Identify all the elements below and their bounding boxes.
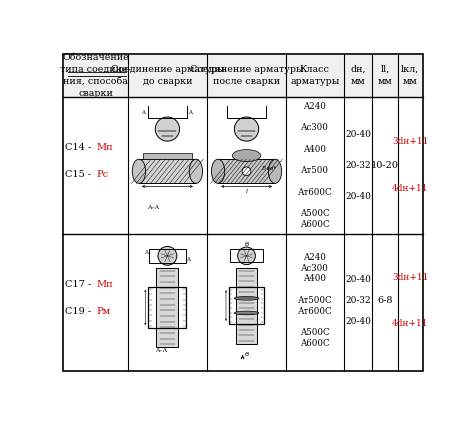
- Text: C17 -: C17 -: [65, 280, 95, 289]
- Bar: [156, 268, 179, 347]
- Text: в: в: [245, 240, 248, 248]
- Ellipse shape: [211, 159, 225, 183]
- Text: A–A: A–A: [147, 205, 159, 210]
- Text: Класс
арматуры: Класс арматуры: [290, 65, 339, 86]
- Text: A: A: [144, 250, 148, 255]
- Text: Мп: Мп: [96, 280, 113, 289]
- Ellipse shape: [268, 159, 282, 183]
- Text: A: A: [141, 110, 146, 115]
- Bar: [143, 153, 191, 159]
- Bar: [218, 159, 275, 183]
- Ellipse shape: [189, 159, 202, 183]
- Text: lкл,
мм: lкл, мм: [401, 65, 419, 86]
- Circle shape: [155, 117, 180, 141]
- Text: Мп: Мп: [96, 143, 113, 152]
- Text: 4dн+11: 4dн+11: [392, 319, 428, 328]
- Text: A240
Ас300
A400

Ат500С
Ат600С

A500С
A600С: A240 Ас300 A400 Ат500С Ат600С A500С A600…: [298, 253, 332, 348]
- Text: Рс: Рс: [96, 171, 109, 179]
- Text: 3dн+11: 3dн+11: [392, 273, 428, 282]
- Bar: [229, 288, 264, 324]
- Text: 3dн+11: 3dн+11: [392, 137, 428, 147]
- Text: l: l: [246, 189, 247, 194]
- Bar: [230, 249, 263, 262]
- Circle shape: [234, 117, 259, 141]
- Circle shape: [242, 167, 251, 176]
- Bar: [148, 287, 186, 328]
- Ellipse shape: [234, 296, 259, 300]
- Text: 10-20: 10-20: [371, 161, 399, 170]
- Bar: [236, 268, 257, 344]
- Text: C19 -: C19 -: [65, 306, 95, 316]
- Ellipse shape: [132, 159, 146, 183]
- Text: 4dн+11: 4dн+11: [392, 184, 428, 193]
- Text: Соединение арматуры
до сварки: Соединение арматуры до сварки: [110, 65, 224, 86]
- Text: 6-8: 6-8: [377, 296, 393, 305]
- Text: Соединение арматуры
после сварки: Соединение арматуры после сварки: [190, 65, 303, 86]
- Text: A240

Ас300

A400

Ат500

Ат600С

A500С
A600С: A240 Ас300 A400 Ат500 Ат600С A500С A600С: [298, 101, 332, 229]
- Bar: [149, 249, 186, 263]
- Ellipse shape: [232, 149, 261, 162]
- Text: A–A: A–A: [155, 348, 167, 353]
- Text: в: в: [245, 350, 249, 358]
- Text: A: A: [186, 257, 191, 262]
- Circle shape: [158, 246, 177, 265]
- Text: dн,
мм: dн, мм: [350, 65, 366, 86]
- Text: A: A: [188, 110, 192, 115]
- Bar: [139, 159, 196, 183]
- Text: 20-40


20-32


20-40: 20-40 20-32 20-40: [345, 130, 371, 201]
- Text: 20-40

20-32

20-40: 20-40 20-32 20-40: [345, 275, 371, 326]
- Text: C14 -: C14 -: [65, 143, 95, 152]
- Text: B ов*: B ов*: [261, 166, 276, 171]
- Text: Обозначение
типа соедине-
ния, способа
сварки: Обозначение типа соедине- ния, способа с…: [60, 53, 131, 98]
- Circle shape: [237, 247, 255, 265]
- Text: Рм: Рм: [96, 306, 110, 316]
- Text: ll,
мм: ll, мм: [378, 65, 392, 86]
- Ellipse shape: [234, 311, 259, 315]
- Text: C15 -: C15 -: [65, 171, 95, 179]
- Bar: [64, 55, 422, 97]
